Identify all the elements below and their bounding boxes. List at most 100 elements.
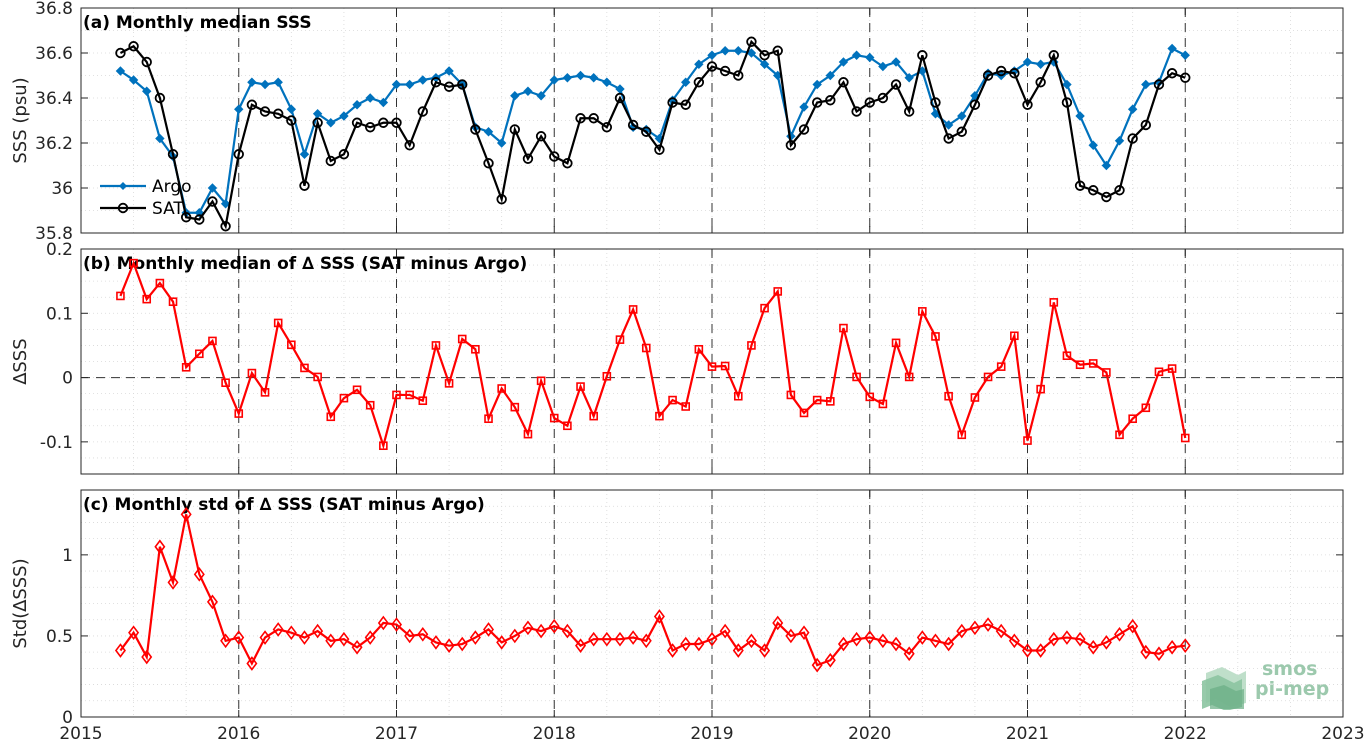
data-point	[1180, 433, 1190, 443]
x-tick-label: 2018	[533, 724, 576, 744]
data-point	[155, 278, 165, 288]
data-point	[694, 59, 704, 69]
data-point	[837, 636, 849, 652]
data-point	[627, 119, 639, 131]
data-point	[549, 75, 559, 85]
data-point	[1074, 631, 1086, 647]
data-point	[903, 646, 915, 662]
data-point	[641, 126, 652, 137]
y-tick-label: 36	[51, 179, 73, 199]
data-point	[391, 117, 402, 128]
y-axis-label: Std(∆SSS)	[10, 558, 31, 648]
data-point	[1114, 136, 1125, 146]
data-point	[496, 138, 507, 148]
data-point	[970, 393, 980, 402]
data-point	[1154, 367, 1164, 377]
data-point	[563, 421, 572, 431]
data-point	[181, 362, 191, 372]
data-point	[430, 635, 442, 650]
data-point	[128, 75, 139, 85]
data-point	[168, 297, 178, 307]
data-point	[680, 99, 691, 110]
data-point	[536, 376, 546, 386]
data-point	[195, 349, 204, 359]
data-point	[588, 113, 599, 124]
data-point	[483, 127, 494, 137]
data-point	[1036, 384, 1045, 394]
data-point	[641, 343, 651, 353]
series-line	[119, 514, 1186, 667]
data-point	[1153, 79, 1165, 90]
data-point	[1167, 364, 1177, 373]
data-point	[667, 97, 678, 108]
data-point	[1100, 635, 1112, 650]
data-point	[298, 630, 310, 645]
data-point	[167, 149, 179, 160]
data-point	[312, 117, 323, 128]
data-point	[575, 638, 587, 653]
data-point	[969, 620, 981, 636]
data-point	[180, 506, 192, 522]
data-point	[325, 633, 337, 649]
data-point	[1166, 639, 1178, 655]
data-point	[1022, 99, 1033, 110]
data-point	[365, 122, 376, 133]
data-point	[877, 633, 889, 649]
data-point	[929, 633, 941, 649]
data-point	[865, 52, 875, 63]
data-point	[1180, 72, 1191, 83]
data-point	[352, 385, 362, 395]
data-point	[640, 633, 652, 649]
data-point	[365, 93, 375, 103]
data-point	[1179, 638, 1191, 653]
y-tick-label: 0.5	[46, 627, 73, 647]
data-point	[943, 133, 954, 144]
data-point	[1102, 368, 1111, 377]
data-point	[1101, 160, 1112, 171]
data-point	[931, 332, 940, 341]
data-point	[825, 95, 836, 106]
data-point	[890, 636, 902, 652]
data-point	[851, 50, 862, 60]
data-point	[338, 631, 350, 647]
panel-c-std-delta-sss: 0 0.5 1 2015 2016 2017 2018 2019 2020 2021 2022 202…	[10, 489, 1365, 744]
panel-a-sss: 35.8 36 36.2 36.4 36.6 36.8 SSS (psu) (a) Month…	[10, 0, 1344, 244]
data-point	[443, 638, 455, 653]
data-point	[272, 108, 284, 119]
data-point	[378, 97, 389, 108]
data-point	[864, 97, 875, 108]
data-point	[588, 631, 600, 647]
data-point	[890, 79, 902, 90]
data-point	[444, 379, 454, 388]
data-point	[392, 390, 401, 400]
data-point	[891, 338, 901, 348]
data-point	[154, 539, 166, 555]
data-point	[839, 323, 848, 333]
data-point	[1114, 185, 1125, 196]
data-point	[588, 73, 599, 83]
data-point	[286, 115, 297, 126]
data-point	[220, 199, 231, 209]
y-axis-label: SSS (psu)	[10, 77, 31, 163]
data-point	[339, 393, 349, 403]
data-point	[944, 391, 953, 401]
data-point	[667, 643, 679, 658]
data-point	[916, 630, 928, 645]
data-point	[273, 77, 283, 87]
data-point	[745, 633, 757, 649]
data-point	[154, 92, 166, 104]
smos-pi-mep-logo: smos pi-mep	[1202, 658, 1329, 710]
data-point	[1166, 68, 1178, 79]
y-tick-label: 0.2	[46, 240, 73, 260]
data-point	[259, 630, 271, 645]
data-point	[128, 41, 139, 52]
data-point	[1127, 618, 1139, 634]
x-tick-label: 2021	[1006, 724, 1049, 744]
data-point	[167, 575, 179, 590]
data-point	[772, 615, 784, 631]
data-point	[325, 155, 336, 167]
data-point	[535, 131, 547, 142]
data-point	[509, 124, 521, 135]
data-point	[404, 140, 415, 151]
data-point	[456, 636, 468, 652]
